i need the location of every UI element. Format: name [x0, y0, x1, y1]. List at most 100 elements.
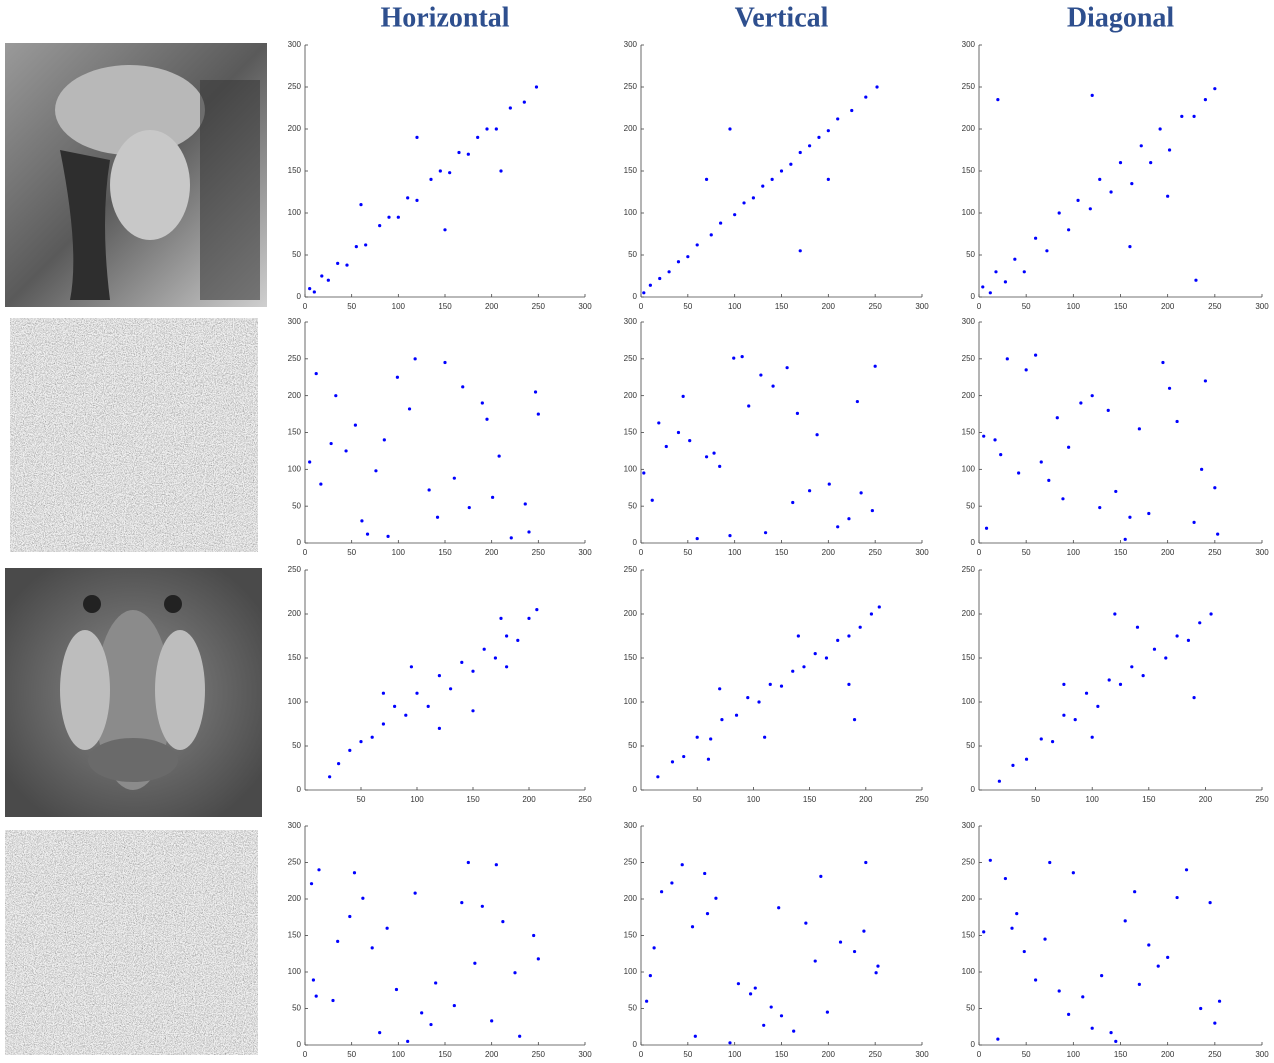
- y-tick-label: 100: [624, 967, 638, 976]
- scatter-point: [761, 184, 765, 188]
- scatter-point: [847, 517, 851, 521]
- scatter-point: [1022, 949, 1026, 954]
- x-tick-label: 50: [683, 548, 692, 557]
- y-tick-label: 250: [624, 858, 638, 867]
- scatter-point: [378, 224, 382, 228]
- y-tick-label: 300: [962, 821, 976, 830]
- scatter-point: [1149, 161, 1153, 165]
- x-tick-label: 250: [868, 302, 882, 311]
- y-tick-label: 250: [624, 354, 638, 363]
- scatter-point: [406, 1039, 410, 1043]
- y-tick-label: 150: [288, 428, 302, 437]
- y-tick-label: 50: [292, 741, 301, 750]
- scatter-point: [804, 921, 808, 925]
- scatter-point: [719, 221, 723, 225]
- scatter-point: [361, 896, 365, 900]
- scatter-point: [382, 438, 386, 442]
- x-tick-label: 150: [1114, 1050, 1128, 1059]
- scatter-point: [720, 718, 724, 722]
- y-tick-label: 150: [288, 166, 302, 175]
- y-tick-label: 0: [633, 785, 638, 794]
- y-tick-label: 0: [633, 292, 638, 301]
- scatter-point: [485, 417, 489, 421]
- scatter-point: [1164, 656, 1168, 660]
- scatter-point: [693, 1034, 697, 1038]
- scatter-point: [1017, 471, 1021, 475]
- scatter-point: [374, 469, 378, 473]
- x-tick-label: 150: [438, 548, 452, 557]
- scatter-point: [999, 453, 1003, 457]
- scatter-point: [994, 270, 998, 274]
- x-tick-label: 0: [977, 548, 982, 557]
- scatter-point: [1208, 901, 1212, 905]
- scatter-point: [1090, 394, 1094, 398]
- y-tick-label: 0: [297, 785, 302, 794]
- scatter-point: [658, 276, 662, 281]
- scatter-point: [718, 464, 722, 468]
- y-tick-label: 200: [962, 124, 976, 133]
- scatter-point: [836, 117, 840, 121]
- scatter-point: [770, 177, 774, 181]
- x-tick-label: 300: [915, 1050, 929, 1059]
- scatter-point: [657, 421, 661, 425]
- scatter-point: [826, 177, 830, 181]
- scatter-point: [331, 998, 335, 1003]
- scatter-point: [1133, 890, 1137, 894]
- y-tick-label: 300: [288, 40, 302, 49]
- y-tick-label: 200: [624, 391, 638, 400]
- scatter-point: [859, 491, 863, 495]
- scatter-point: [836, 525, 840, 529]
- scatter-point: [718, 687, 722, 691]
- scatter-point: [858, 625, 862, 629]
- scatter-point: [819, 874, 823, 878]
- scatter-point: [1158, 127, 1162, 131]
- scatter-point: [802, 665, 806, 669]
- y-tick-label: 50: [292, 501, 301, 510]
- scatter-point: [407, 407, 412, 411]
- scatter-point: [779, 1014, 784, 1018]
- x-tick-label: 50: [347, 302, 356, 311]
- y-tick-label: 300: [624, 40, 638, 49]
- scatter-point: [836, 638, 840, 643]
- y-tick-label: 0: [633, 538, 638, 547]
- scatter-point: [706, 757, 711, 761]
- scatter-point: [792, 1029, 796, 1033]
- scatter-point: [499, 616, 503, 621]
- scatter-point: [473, 961, 477, 965]
- y-tick-label: 0: [971, 785, 976, 794]
- scatter-point: [501, 920, 505, 924]
- scatter-point: [652, 946, 656, 950]
- scatter-point: [1071, 871, 1075, 875]
- scatter-point: [728, 127, 732, 131]
- scatter-point: [709, 233, 713, 237]
- y-tick-label: 50: [292, 250, 301, 259]
- scatter-point: [798, 249, 802, 253]
- scatter-point: [490, 1019, 494, 1023]
- y-tick-label: 250: [962, 858, 976, 867]
- scatter-point: [1192, 696, 1196, 700]
- scatter-point: [394, 987, 399, 992]
- x-tick-label: 300: [578, 548, 592, 557]
- scatter-point: [1123, 919, 1127, 923]
- scatter-point: [435, 515, 440, 519]
- x-tick-label: 200: [1161, 1050, 1175, 1059]
- scatter-point: [396, 215, 400, 219]
- scatter-point: [336, 261, 340, 265]
- x-tick-label: 250: [1255, 795, 1269, 804]
- y-tick-label: 50: [628, 1004, 637, 1013]
- scatter-point: [471, 669, 475, 673]
- scatter-point: [406, 196, 410, 200]
- scatter-point: [664, 444, 668, 449]
- scatter-point: [695, 536, 699, 541]
- x-tick-label: 0: [639, 548, 644, 557]
- column-title: Vertical: [735, 2, 829, 33]
- scatter-point: [516, 638, 520, 643]
- scatter-point: [695, 735, 699, 739]
- scatter-point: [704, 177, 709, 181]
- scatter-point: [348, 914, 352, 919]
- y-tick-label: 50: [966, 1004, 975, 1013]
- scatter-point: [508, 106, 512, 110]
- scatter-point: [875, 85, 879, 89]
- scatter-point: [1045, 249, 1049, 253]
